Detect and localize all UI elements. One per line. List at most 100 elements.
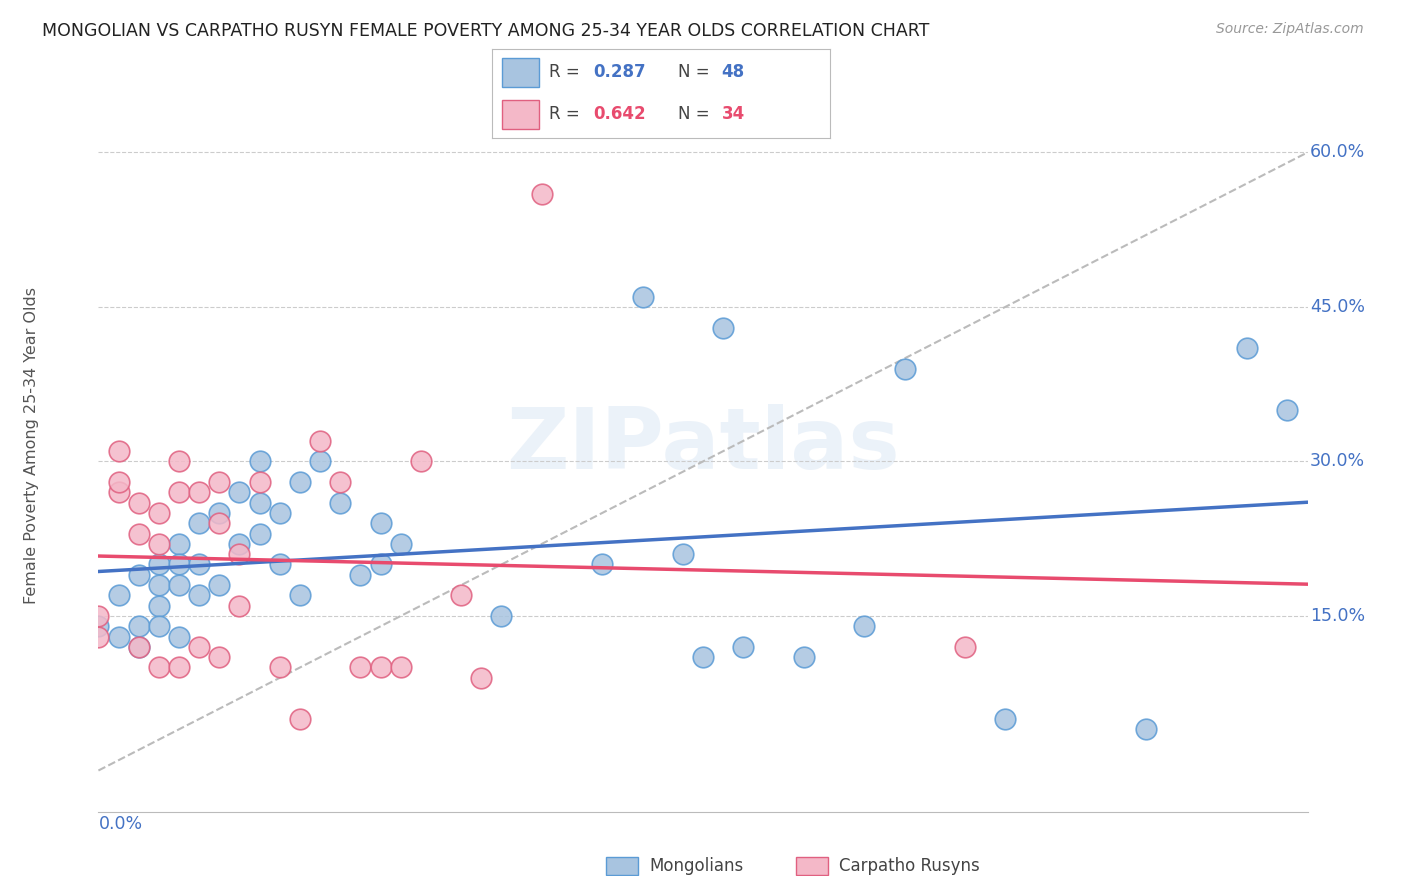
Text: Female Poverty Among 25-34 Year Olds: Female Poverty Among 25-34 Year Olds xyxy=(24,287,39,605)
Text: Mongolians: Mongolians xyxy=(650,857,744,875)
Point xyxy=(128,496,150,510)
Point xyxy=(128,619,150,633)
Text: 48: 48 xyxy=(721,62,745,81)
Point xyxy=(491,609,513,624)
Point xyxy=(309,434,332,448)
Point xyxy=(228,599,250,613)
Point xyxy=(107,485,129,500)
FancyBboxPatch shape xyxy=(502,58,540,87)
Point xyxy=(288,475,311,489)
Point xyxy=(188,516,211,531)
Point xyxy=(450,588,472,602)
Point xyxy=(288,712,311,726)
Point xyxy=(148,558,170,572)
Point xyxy=(953,640,976,654)
Point xyxy=(733,640,755,654)
Point xyxy=(167,630,190,644)
Point xyxy=(167,454,190,468)
Point xyxy=(228,537,250,551)
Point xyxy=(188,640,211,654)
Point xyxy=(167,537,190,551)
Point xyxy=(711,320,734,334)
Point xyxy=(167,578,190,592)
Point xyxy=(188,588,211,602)
Text: R =: R = xyxy=(550,62,585,81)
Point xyxy=(692,650,714,665)
Point xyxy=(228,485,250,500)
Point xyxy=(994,712,1017,726)
Point xyxy=(329,475,352,489)
Point xyxy=(128,640,150,654)
Point xyxy=(148,619,170,633)
Point xyxy=(470,671,492,685)
Point xyxy=(893,361,915,376)
Point xyxy=(249,526,271,541)
Point xyxy=(87,619,110,633)
Text: 34: 34 xyxy=(721,104,745,123)
Text: 45.0%: 45.0% xyxy=(1310,298,1365,316)
Point xyxy=(1236,341,1258,355)
Point xyxy=(793,650,815,665)
Point xyxy=(148,506,170,520)
Point xyxy=(208,506,231,520)
Text: Source: ZipAtlas.com: Source: ZipAtlas.com xyxy=(1216,22,1364,37)
Point xyxy=(249,496,271,510)
Point xyxy=(87,609,110,624)
Point xyxy=(1135,723,1157,737)
Point xyxy=(107,444,129,458)
Point xyxy=(288,588,311,602)
Point xyxy=(409,454,432,468)
Point xyxy=(228,547,250,561)
Point xyxy=(148,660,170,674)
Point xyxy=(208,578,231,592)
Text: MONGOLIAN VS CARPATHO RUSYN FEMALE POVERTY AMONG 25-34 YEAR OLDS CORRELATION CHA: MONGOLIAN VS CARPATHO RUSYN FEMALE POVER… xyxy=(42,22,929,40)
Point xyxy=(128,526,150,541)
Point xyxy=(128,640,150,654)
Point xyxy=(672,547,695,561)
FancyBboxPatch shape xyxy=(606,857,638,875)
Point xyxy=(188,558,211,572)
Point xyxy=(148,599,170,613)
Point xyxy=(188,485,211,500)
Text: R =: R = xyxy=(550,104,585,123)
Point xyxy=(249,475,271,489)
Point xyxy=(87,630,110,644)
Point xyxy=(167,485,190,500)
Point xyxy=(107,588,129,602)
Point xyxy=(269,506,291,520)
Text: N =: N = xyxy=(678,62,714,81)
Point xyxy=(530,186,553,201)
Point xyxy=(107,630,129,644)
Point xyxy=(591,558,613,572)
Point xyxy=(148,578,170,592)
Point xyxy=(208,516,231,531)
Point xyxy=(208,650,231,665)
Text: ZIPatlas: ZIPatlas xyxy=(506,404,900,488)
Point xyxy=(269,558,291,572)
Point xyxy=(167,558,190,572)
Text: N =: N = xyxy=(678,104,714,123)
Point xyxy=(389,660,412,674)
Point xyxy=(370,558,392,572)
Text: 30.0%: 30.0% xyxy=(1310,452,1365,470)
Text: Carpatho Rusyns: Carpatho Rusyns xyxy=(839,857,980,875)
Point xyxy=(349,567,371,582)
Point xyxy=(128,567,150,582)
Point xyxy=(208,475,231,489)
Point xyxy=(631,290,654,304)
Point xyxy=(107,475,129,489)
Point xyxy=(167,660,190,674)
FancyBboxPatch shape xyxy=(796,857,828,875)
Point xyxy=(148,537,170,551)
Text: 0.287: 0.287 xyxy=(593,62,645,81)
Text: 60.0%: 60.0% xyxy=(1310,144,1365,161)
Point xyxy=(349,660,371,674)
FancyBboxPatch shape xyxy=(502,100,540,129)
Point xyxy=(370,516,392,531)
Text: 0.0%: 0.0% xyxy=(98,815,142,833)
Text: 0.642: 0.642 xyxy=(593,104,645,123)
Point xyxy=(1277,403,1299,417)
Point xyxy=(389,537,412,551)
Point xyxy=(309,454,332,468)
Point xyxy=(269,660,291,674)
